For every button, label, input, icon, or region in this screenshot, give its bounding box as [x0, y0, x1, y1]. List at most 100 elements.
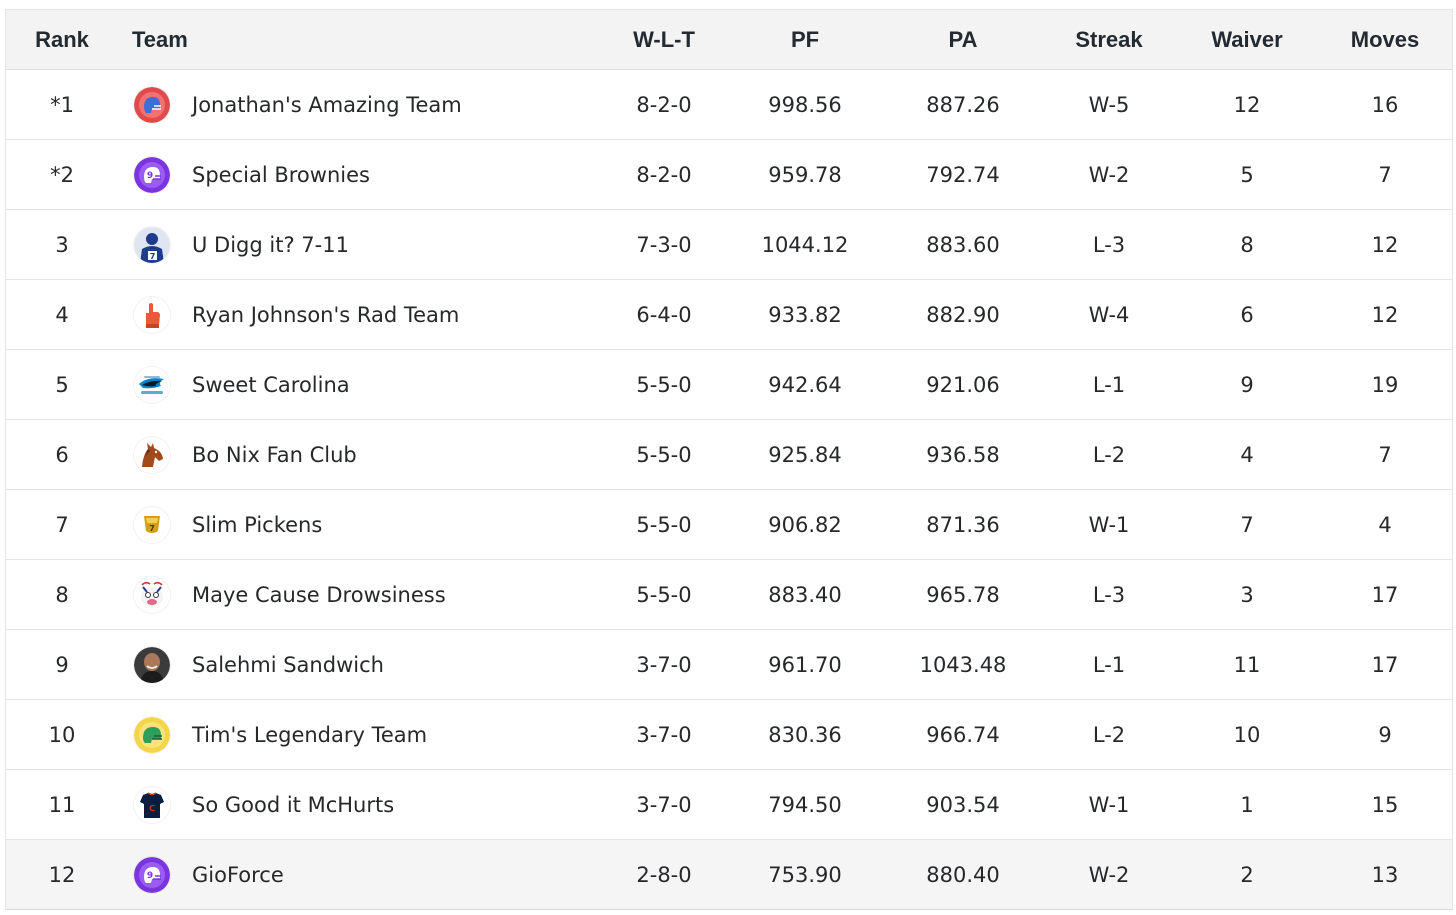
green-helmet-icon[interactable]: [134, 716, 170, 753]
purple-helmet-icon[interactable]: 9: [134, 856, 170, 893]
team-name-link[interactable]: Jonathan's Amazing Team: [192, 92, 462, 117]
foam-finger-icon[interactable]: [134, 296, 170, 333]
pf-cell: 753.90: [768, 862, 842, 887]
trophy-cup-icon[interactable]: 7: [134, 506, 170, 543]
wlt-cell: 5-5-0: [636, 372, 692, 397]
table-row: 5 Sweet Carolina 5-5-0 942.64 921.06 L-1 9 19: [6, 350, 1452, 420]
column-header-team[interactable]: Team: [132, 26, 188, 52]
pa-cell: 871.36: [926, 512, 1000, 537]
team-name-link[interactable]: U Digg it? 7-11: [192, 232, 349, 257]
rank-cell: 7: [55, 512, 69, 537]
team-name-link[interactable]: So Good it McHurts: [192, 792, 395, 817]
wlt-cell: 6-4-0: [636, 302, 692, 327]
rank-cell: *2: [50, 162, 74, 187]
column-header-rank[interactable]: Rank: [35, 26, 89, 52]
column-header-waiver[interactable]: Waiver: [1211, 26, 1283, 52]
streak-cell: W-2: [1088, 862, 1130, 887]
pf-cell: 906.82: [768, 512, 842, 537]
column-header-moves[interactable]: Moves: [1350, 26, 1420, 52]
table-row: 3 7 U Digg it? 7-11 7-3-0 1044.12 883.60 L-3 8 1…: [6, 210, 1452, 280]
team-cell: Salehmi Sandwich: [118, 646, 596, 683]
column-header-streak[interactable]: Streak: [1075, 26, 1143, 52]
moves-cell: 12: [1371, 302, 1399, 327]
team-cell: Sweet Carolina: [118, 366, 596, 403]
team-name-link[interactable]: Tim's Legendary Team: [192, 722, 428, 747]
pa-cell: 903.54: [926, 792, 1000, 817]
streak-cell: L-2: [1092, 442, 1126, 467]
waiver-cell: 5: [1240, 162, 1254, 187]
moves-cell: 19: [1371, 372, 1399, 397]
table-row: 9 Salehmi Sandwich 3-7-0 961.70 1043.48 L-1 11…: [6, 630, 1452, 700]
pf-cell: 959.78: [768, 162, 842, 187]
team-name-link[interactable]: Special Brownies: [192, 162, 370, 187]
rank-cell: 11: [48, 792, 76, 817]
wlt-cell: 8-2-0: [636, 162, 692, 187]
moves-cell: 12: [1371, 232, 1399, 257]
wlt-cell: 7-3-0: [636, 232, 692, 257]
moves-cell: 9: [1378, 722, 1392, 747]
team-cell: 7 U Digg it? 7-11: [118, 226, 596, 263]
moves-cell: 7: [1378, 162, 1392, 187]
horse-icon[interactable]: [134, 436, 170, 473]
pa-cell: 882.90: [926, 302, 1000, 327]
svg-text:C: C: [149, 804, 155, 813]
team-name-link[interactable]: Ryan Johnson's Rad Team: [192, 302, 460, 327]
wlt-cell: 5-5-0: [636, 582, 692, 607]
moves-cell: 4: [1378, 512, 1392, 537]
table-row: 6 Bo Nix Fan Club 5-5-0 925.84 936.58 L-2 4 7: [6, 420, 1452, 490]
rank-cell: 12: [48, 862, 76, 887]
waiver-cell: 11: [1233, 652, 1261, 677]
wlt-cell: 5-5-0: [636, 512, 692, 537]
moves-cell: 7: [1378, 442, 1392, 467]
table-row: *1 Jonathan's Amazing Team 8-2-0 998.56 887.…: [6, 70, 1452, 140]
waiver-cell: 3: [1240, 582, 1254, 607]
waiver-cell: 6: [1240, 302, 1254, 327]
purple-helmet-icon[interactable]: 9: [134, 156, 170, 193]
team-name-link[interactable]: Bo Nix Fan Club: [192, 442, 357, 467]
team-cell: 9 Special Brownies: [118, 156, 596, 193]
team-name-link[interactable]: GioForce: [192, 862, 284, 887]
player-jersey-icon[interactable]: 7: [134, 226, 170, 263]
pf-cell: 933.82: [768, 302, 842, 327]
red-helmet-icon[interactable]: [134, 86, 170, 123]
pf-cell: 961.70: [768, 652, 842, 677]
table-row: 7 7 Slim Pickens 5-5-0 906.82 871.36 W-1 7 4: [6, 490, 1452, 560]
cartoon-face-icon[interactable]: [134, 576, 170, 613]
svg-text:9: 9: [147, 871, 153, 881]
moves-cell: 13: [1371, 862, 1399, 887]
moves-cell: 17: [1371, 582, 1399, 607]
column-header-pa[interactable]: PA: [948, 26, 978, 52]
rank-cell: *1: [50, 92, 74, 117]
streak-cell: W-4: [1088, 302, 1130, 327]
waiver-cell: 7: [1240, 512, 1254, 537]
moves-cell: 15: [1371, 792, 1399, 817]
streak-cell: L-1: [1092, 372, 1126, 397]
pa-cell: 887.26: [926, 92, 1000, 117]
svg-text:7: 7: [150, 252, 156, 261]
column-header-wlt[interactable]: W-L-T: [633, 26, 695, 52]
streak-cell: W-2: [1088, 162, 1130, 187]
waiver-cell: 10: [1233, 722, 1261, 747]
streak-cell: L-2: [1092, 722, 1126, 747]
waiver-cell: 4: [1240, 442, 1254, 467]
pf-cell: 998.56: [768, 92, 842, 117]
table-row: 8 Maye Cause Drowsiness 5-5-0 883.40 965.78 L…: [6, 560, 1452, 630]
column-header-pf[interactable]: PF: [790, 26, 820, 52]
pa-cell: 880.40: [926, 862, 1000, 887]
waiver-cell: 9: [1240, 372, 1254, 397]
team-cell: Maye Cause Drowsiness: [118, 576, 596, 613]
pa-cell: 966.74: [926, 722, 1000, 747]
pf-cell: 830.36: [768, 722, 842, 747]
waiver-cell: 8: [1240, 232, 1254, 257]
person-photo-icon[interactable]: [134, 646, 170, 683]
team-name-link[interactable]: Slim Pickens: [192, 512, 323, 537]
standings-table: Rank Team W-L-T PF PA Streak Waiver Move…: [5, 9, 1453, 910]
streak-cell: L-3: [1092, 582, 1126, 607]
panther-icon[interactable]: [134, 366, 170, 403]
moves-cell: 16: [1371, 92, 1399, 117]
team-name-link[interactable]: Maye Cause Drowsiness: [192, 582, 446, 607]
navy-jersey-icon[interactable]: C: [134, 786, 170, 823]
team-name-link[interactable]: Sweet Carolina: [192, 372, 350, 397]
team-name-link[interactable]: Salehmi Sandwich: [192, 652, 384, 677]
team-cell: 7 Slim Pickens: [118, 506, 596, 543]
